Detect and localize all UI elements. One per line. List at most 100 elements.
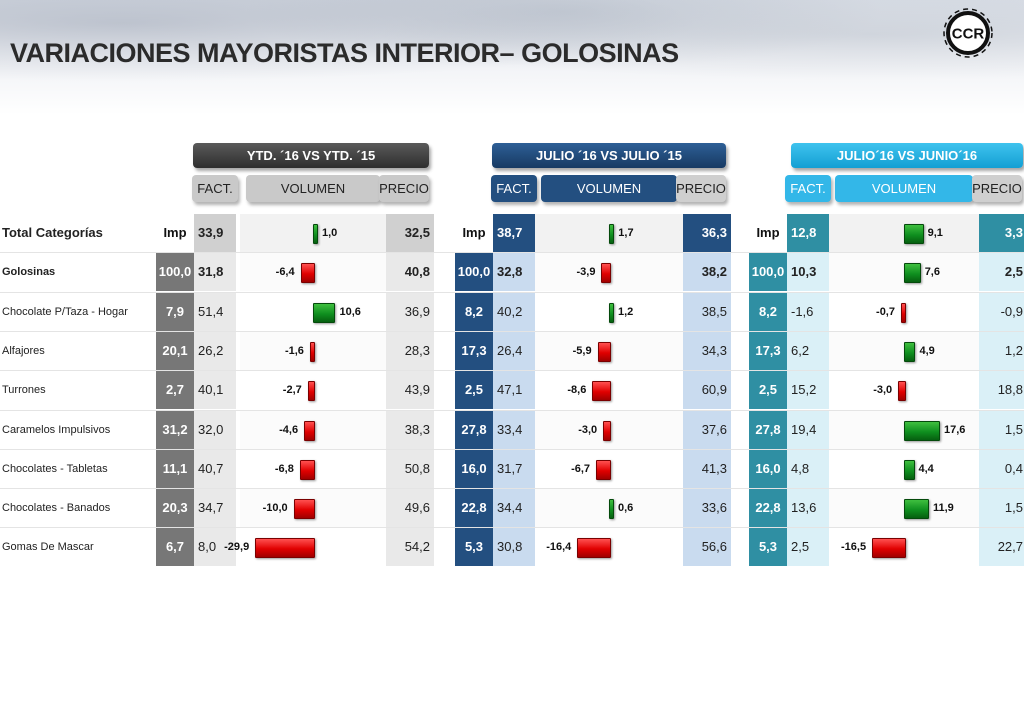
imp-value: 7,9: [156, 292, 194, 331]
sub-header-precio: PRECIO: [676, 175, 726, 202]
sub-header-precio: PRECIO: [379, 175, 429, 202]
fact-value: 6,2: [787, 331, 829, 370]
volumen-value: 1,0: [322, 227, 338, 239]
precio-value: 22,7: [979, 528, 1024, 567]
imp-value: 22,8: [455, 489, 493, 528]
volumen-value: 4,9: [919, 344, 935, 357]
volumen-value: -16,5: [841, 541, 867, 554]
page-title: VARIACIONES MAYORISTAS INTERIOR– GOLOSIN…: [10, 38, 679, 68]
precio-value: 1,5: [979, 489, 1024, 528]
fact-value: 19,4: [787, 410, 829, 449]
volumen-value: 0,6: [618, 502, 634, 515]
fact-value: 13,6: [787, 489, 829, 528]
imp-value: 20,3: [156, 489, 194, 528]
imp-value: 100,0: [455, 253, 493, 292]
volumen-bar: [603, 420, 611, 441]
fact-value: 12,8: [787, 214, 829, 252]
row-separator: [0, 488, 1024, 490]
volumen-value: 9,1: [927, 227, 943, 239]
precio-value: 56,6: [683, 528, 731, 567]
volumen-bar: [596, 459, 611, 480]
volumen-value: -16,4: [546, 541, 572, 554]
volumen-bar: [313, 224, 318, 244]
sub-header-volumen: VOLUMEN: [246, 175, 380, 202]
imp-value: 27,8: [749, 410, 787, 449]
volumen-value: -6,7: [571, 462, 591, 475]
volumen-bar: [872, 538, 906, 559]
precio-value: 49,6: [386, 489, 434, 528]
row-label: Turrones: [2, 384, 46, 397]
volumen-bar: [904, 420, 941, 441]
row-label: Golosinas: [2, 266, 56, 279]
fact-value: 8,0: [194, 528, 236, 567]
fact-value: 15,2: [787, 371, 829, 410]
sub-header-fact: FACT.: [192, 175, 238, 202]
precio-value: 0,4: [979, 449, 1024, 488]
row-separator: [0, 330, 1024, 332]
fact-value: 31,8: [194, 253, 236, 292]
volumen-value: -8,6: [567, 384, 587, 397]
fact-value: 10,3: [787, 253, 829, 292]
volumen-bar: [300, 263, 315, 284]
ccr-logo-icon: CCR: [943, 8, 993, 58]
volumen-value: -10,0: [262, 502, 288, 515]
volumen-bar: [901, 302, 906, 323]
fact-value: 34,7: [194, 489, 236, 528]
volumen-bar: [293, 499, 315, 520]
precio-value: 43,9: [386, 371, 434, 410]
volumen-value: -6,4: [275, 266, 295, 279]
precio-value: 1,5: [979, 410, 1024, 449]
row-label: Total Categorías: [2, 225, 103, 240]
imp-value: 16,0: [749, 449, 787, 488]
row-separator: [0, 252, 1024, 254]
imp-value: 2,5: [455, 371, 493, 410]
fact-value: 34,4: [493, 489, 535, 528]
volumen-value: 4,4: [918, 462, 934, 475]
imp-value: 22,8: [749, 489, 787, 528]
precio-value: 36,9: [386, 292, 434, 331]
row-separator: [0, 448, 1024, 450]
fact-value: 40,2: [493, 292, 535, 331]
precio-value: 38,2: [683, 253, 731, 292]
volumen-value: -4,6: [279, 423, 299, 436]
row-label: Alfajores: [2, 344, 45, 357]
fact-value: 32,0: [194, 410, 236, 449]
row-label: Gomas De Mascar: [2, 541, 94, 554]
precio-value: 1,2: [979, 331, 1024, 370]
volumen-value: 1,7: [618, 227, 634, 239]
imp-value: 8,2: [455, 292, 493, 331]
header-background: [0, 0, 1024, 115]
imp-value: 100,0: [156, 253, 194, 292]
volumen-value: -2,7: [282, 384, 302, 397]
row-separator: [0, 370, 1024, 372]
row-label: Chocolates - Tabletas: [2, 462, 108, 475]
precio-value: 34,3: [683, 331, 731, 370]
row-label: Chocolates - Banados: [2, 502, 111, 515]
group-header: JULIO´16 VS JUNIO´16: [791, 143, 1023, 168]
precio-value: 38,3: [386, 410, 434, 449]
sub-header-fact: FACT.: [785, 175, 831, 202]
volumen-bar: [609, 499, 614, 520]
sub-header-volumen: VOLUMEN: [835, 175, 973, 202]
imp-value: 2,7: [156, 371, 194, 410]
fact-value: 40,7: [194, 449, 236, 488]
precio-value: 37,6: [683, 410, 731, 449]
group-header: JULIO ´16 VS JULIO ´15: [492, 143, 726, 168]
imp-value: 5,3: [455, 528, 493, 567]
imp-value: 5,3: [749, 528, 787, 567]
volumen-bar: [309, 341, 315, 362]
fact-value: 26,4: [493, 331, 535, 370]
fact-value: 40,1: [194, 371, 236, 410]
imp-value: 17,3: [455, 331, 493, 370]
imp-value: 17,3: [749, 331, 787, 370]
fact-value: 32,8: [493, 253, 535, 292]
fact-value: 30,8: [493, 528, 535, 567]
imp-value: 16,0: [455, 449, 493, 488]
row-separator: [0, 409, 1024, 411]
row-separator: [0, 291, 1024, 293]
volumen-bar: [299, 459, 315, 480]
volumen-value: 11,9: [933, 502, 954, 515]
volumen-bar: [904, 459, 915, 480]
precio-value: 36,3: [683, 214, 731, 252]
volumen-value: -3,9: [576, 266, 596, 279]
